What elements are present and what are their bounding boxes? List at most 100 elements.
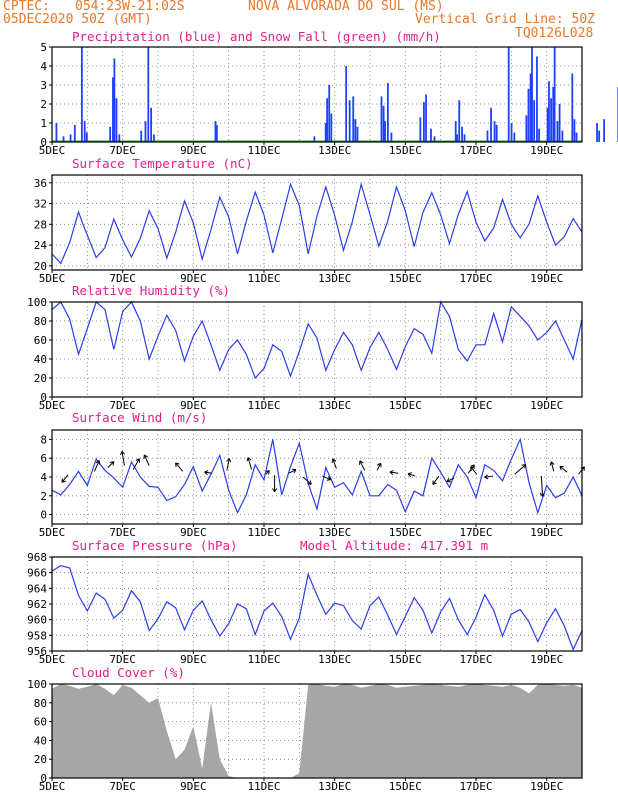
pressure-ytick-label: 966 [27, 567, 47, 580]
pressure-xtick-label: 15DEC [389, 653, 422, 666]
wind-xtick-label: 7DEC [109, 526, 136, 539]
wind-vector-shaft [247, 457, 253, 470]
precip-bar [354, 119, 357, 142]
wind-vector-head [120, 450, 126, 456]
humidity-xtick-label: 9DEC [180, 399, 207, 412]
cloud-xtick-label: 9DEC [180, 780, 207, 793]
wind-vector-shaft [514, 464, 526, 475]
precip-bar [490, 107, 492, 142]
wind-vector-shaft [484, 475, 494, 478]
wind-vector-head [226, 458, 232, 463]
precip-bar [458, 100, 461, 142]
precip-bar [575, 132, 578, 142]
precip-xtick-label: 17DEC [459, 144, 492, 157]
precip-bar [330, 113, 333, 142]
temperature-xtick-label: 5DEC [39, 272, 66, 285]
precip-bar [113, 58, 116, 142]
precip-bar [69, 134, 72, 142]
wind-vector-head [265, 470, 270, 475]
wind-vector-shaft [432, 475, 440, 485]
precip-bar [558, 104, 561, 142]
pressure-series-line [51, 564, 583, 651]
humidity-ytick-label: 60 [34, 334, 47, 347]
precip-xtick-label: 7DEC [109, 144, 136, 157]
humidity-ytick-label: 40 [34, 353, 47, 366]
precip-panel [49, 46, 618, 145]
pressure-xtick-label: 7DEC [109, 653, 136, 666]
wind-vector-head [307, 480, 312, 485]
cloud-ytick-label: 80 [34, 697, 47, 710]
humidity-ytick-label: 100 [27, 296, 47, 309]
wind-vector-head [407, 472, 413, 478]
wind-vector-shaft [121, 451, 125, 466]
precip-bar [548, 81, 550, 142]
cloud-panel [49, 683, 583, 781]
cloud-xtick-label: 7DEC [109, 780, 136, 793]
precip-bar [573, 119, 576, 142]
wind-ytick-label: 0 [40, 509, 47, 522]
wind-vector-head [143, 454, 148, 459]
pressure-ytick-label: 956 [27, 645, 47, 658]
temperature-xtick-label: 7DEC [109, 272, 136, 285]
precip-bar [345, 66, 348, 142]
precip-bar [529, 73, 532, 142]
precip-bar [147, 47, 150, 142]
precip-bar [552, 86, 555, 142]
wind-vector-shaft [175, 462, 184, 472]
header-run-time: 05DEC2020 50Z (GMT) [3, 12, 152, 27]
precip-xtick-label: 19DEC [530, 144, 563, 157]
precip-bar [118, 134, 121, 142]
wind-vector-head [246, 457, 252, 462]
wind-xtick-label: 9DEC [180, 526, 207, 539]
precip-bar [73, 124, 76, 142]
wind-vector-shaft [132, 458, 140, 470]
header-coordinates: 054:23W-21:02S [75, 0, 185, 14]
cloud-ytick-label: 60 [34, 716, 47, 729]
wind-vector-shaft [143, 454, 150, 466]
precip-bar [215, 124, 218, 142]
precip-bar [62, 136, 65, 142]
pressure-xtick-label: 19DEC [530, 653, 563, 666]
wind-vector-shaft [204, 471, 212, 474]
wind-vector-shaft [226, 458, 230, 471]
precip-bar [536, 56, 538, 142]
wind-ytick-label: 2 [40, 490, 47, 503]
humidity-series-line [51, 300, 583, 380]
precip-bar [430, 128, 432, 142]
wind-vector-head [326, 476, 332, 481]
humidity-frame [51, 301, 583, 398]
precip-bar [486, 130, 489, 142]
humidity-xtick-label: 15DEC [389, 399, 422, 412]
precip-ytick-label: 1 [40, 117, 47, 130]
precip-bar [531, 47, 533, 142]
temperature-ytick-label: 32 [34, 198, 47, 211]
precip-xtick-label: 9DEC [180, 144, 207, 157]
precip-bar [80, 47, 83, 142]
humidity-xtick-label: 17DEC [459, 399, 492, 412]
precip-bar [463, 134, 466, 142]
precip-bar [603, 119, 605, 142]
precip-bar [356, 126, 359, 142]
header-station-code: CPTEC: [3, 0, 50, 14]
cloud-xtick-label: 15DEC [389, 780, 422, 793]
header-grid-line-note: Vertical Grid Line: 50Z [415, 12, 596, 27]
precip-bar [386, 83, 389, 142]
temperature-xtick-label: 15DEC [389, 272, 422, 285]
wind-panel [49, 429, 585, 527]
precip-bar [326, 98, 328, 142]
cloud-xtick-label: 13DEC [318, 780, 351, 793]
humidity-xtick-label: 5DEC [39, 399, 66, 412]
wind-xtick-label: 19DEC [530, 526, 563, 539]
wind-vector-head [446, 477, 451, 483]
temperature-frame [51, 174, 583, 271]
humidity-xtick-label: 19DEC [530, 399, 563, 412]
precip-bar [153, 134, 155, 142]
precip-bar [313, 136, 316, 142]
precip-bar [140, 130, 143, 142]
wind-xtick-label: 11DEC [247, 526, 280, 539]
precip-bar [596, 123, 598, 142]
temperature-xtick-label: 13DEC [318, 272, 351, 285]
wind-ytick-label: 8 [40, 433, 47, 446]
precip-bar [423, 102, 425, 142]
precip-ytick-label: 5 [40, 41, 47, 54]
